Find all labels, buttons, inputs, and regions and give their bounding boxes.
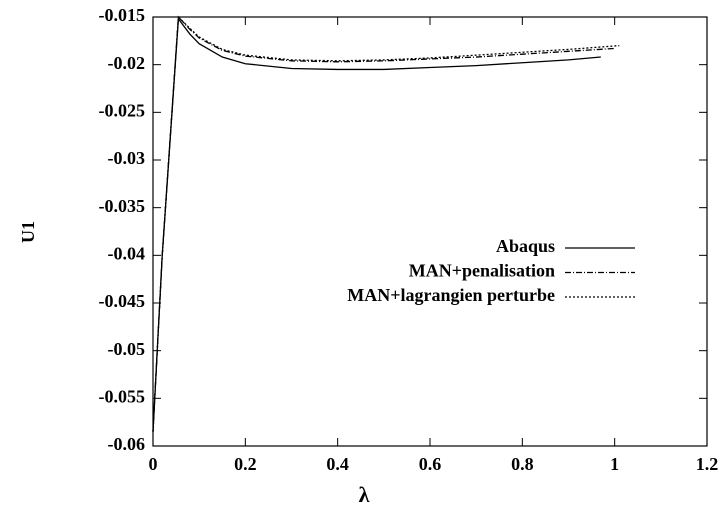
x-tick-label: 1 — [610, 454, 619, 474]
y-tick-label: -0.025 — [99, 100, 146, 120]
y-tick-label: -0.055 — [99, 386, 146, 406]
x-tick-label: 0.4 — [326, 454, 349, 474]
x-tick-label: 1.2 — [696, 454, 719, 474]
x-tick-label: 0.2 — [234, 454, 257, 474]
y-tick-label: -0.05 — [108, 339, 146, 359]
y-tick-label: -0.045 — [99, 291, 146, 311]
plot-frame — [152, 16, 708, 447]
y-tick-label: -0.03 — [108, 148, 146, 168]
y-tick-label: -0.035 — [99, 196, 146, 216]
y-tick-label: -0.04 — [108, 243, 146, 263]
line — [152, 15, 615, 432]
x-tick-label: 0.8 — [511, 454, 534, 474]
x-axis-label: λ — [359, 482, 370, 507]
legend-label: MAN+penalisation — [409, 261, 555, 281]
legend-label: MAN+lagrangien perturbe — [347, 285, 555, 305]
y-tick-label: -0.02 — [108, 53, 146, 73]
legend-label: Abaqus — [496, 236, 555, 256]
y-axis-label: U1 — [18, 221, 38, 243]
line — [152, 17, 601, 432]
x-tick-label: 0.6 — [419, 454, 442, 474]
x-tick-label: 0 — [149, 454, 158, 474]
y-tick-label: -0.015 — [99, 5, 146, 25]
line — [152, 15, 620, 432]
y-tick-label: -0.06 — [108, 434, 146, 454]
